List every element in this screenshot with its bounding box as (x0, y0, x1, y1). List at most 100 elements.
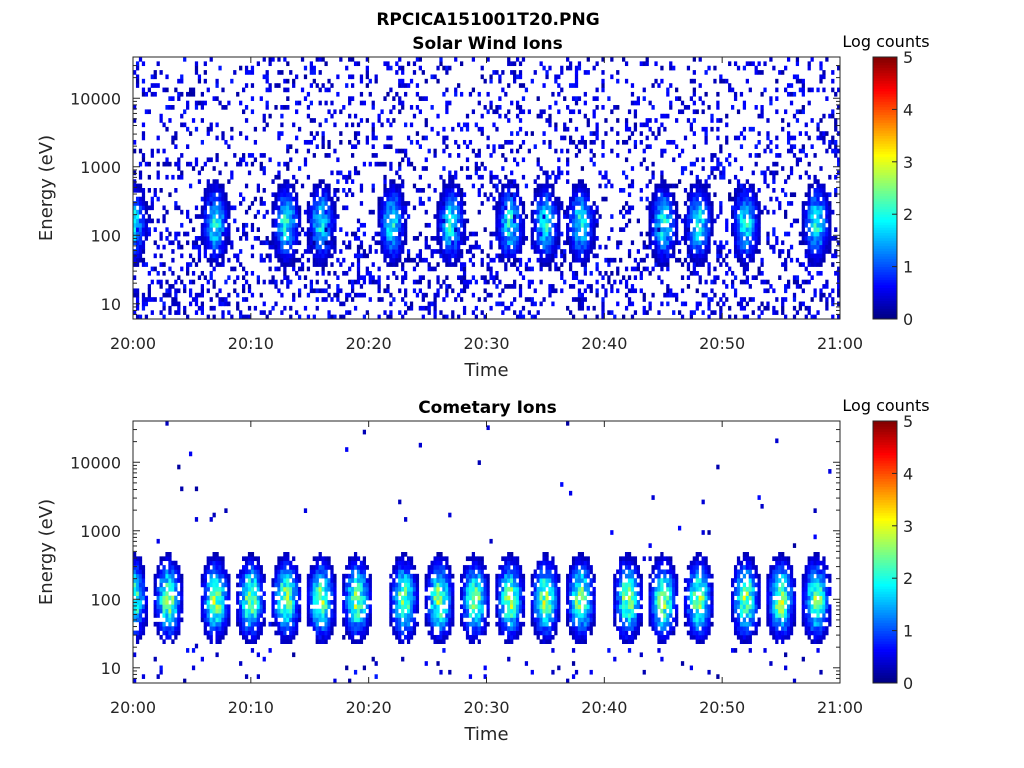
spectrogram-cell (186, 100, 190, 106)
spectrogram-cell (133, 222, 137, 228)
spectrogram-cell (822, 240, 826, 246)
spectrogram-cell (289, 196, 293, 202)
spectrogram-cell (330, 205, 334, 211)
spectrogram-cell (583, 70, 587, 75)
spectrogram-cell (141, 621, 146, 627)
spectrogram-cell (312, 257, 316, 263)
spectrogram-cell (639, 139, 643, 145)
spectrogram-cell (828, 139, 832, 145)
spectrogram-cell (430, 253, 434, 259)
spectrogram-cell (215, 240, 219, 246)
spectrogram-cell (300, 262, 305, 267)
spectrogram-cell (489, 240, 493, 246)
spectrogram-cell (359, 91, 364, 97)
spectrogram-cell (333, 292, 337, 298)
spectrogram-cell (624, 279, 629, 285)
spectrogram-cell (133, 257, 137, 263)
spectrogram-cell (174, 201, 178, 206)
spectrogram-cell (733, 222, 738, 228)
spectrogram-cell (595, 96, 599, 101)
spectrogram-cell (498, 105, 502, 110)
spectrogram-cell (244, 83, 249, 88)
spectrogram-cell (239, 621, 243, 627)
spectrogram-cell (763, 170, 767, 176)
spectrogram-cell (165, 626, 169, 631)
spectrogram-cell (539, 301, 543, 307)
spectrogram-cell (135, 244, 140, 250)
spectrogram-cell (309, 70, 313, 75)
spectrogram-cell (371, 122, 375, 128)
spectrogram-cell (153, 656, 157, 662)
spectrogram-cell (135, 231, 140, 237)
colorbar-swatch (873, 256, 897, 260)
spectrogram-cell (495, 227, 499, 232)
spectrogram-cell (433, 148, 437, 154)
spectrogram-cell (324, 209, 328, 215)
spectrogram-cell (191, 87, 196, 93)
spectrogram-cell (174, 560, 178, 566)
spectrogram-cell (215, 244, 219, 250)
spectrogram-cell (215, 556, 219, 562)
colorbar-swatch (873, 279, 897, 283)
spectrogram-cell (162, 262, 166, 267)
spectrogram-cell (371, 275, 375, 280)
spectrogram-cell (742, 126, 747, 132)
spectrogram-cell (277, 288, 281, 294)
spectrogram-cell (728, 314, 732, 320)
spectrogram-cell (356, 61, 361, 67)
spectrogram-cell (374, 231, 378, 237)
spectrogram-cell (583, 192, 587, 198)
spectrogram-cell (498, 96, 502, 101)
spectrogram-cell (462, 288, 467, 294)
spectrogram-cell (651, 266, 655, 272)
spectrogram-cell (527, 297, 531, 302)
spectrogram-cell (371, 126, 375, 132)
spectrogram-cell (772, 174, 776, 180)
spectrogram-cell (188, 131, 193, 136)
spectrogram-cell (174, 131, 178, 136)
spectrogram-cell (265, 253, 269, 259)
spectrogram-cell (669, 214, 673, 219)
spectrogram-cell (451, 201, 455, 206)
spectrogram-cell (757, 218, 761, 224)
spectrogram-cell (627, 135, 632, 141)
spectrogram-cell (215, 188, 219, 193)
spectrogram-cell (197, 170, 202, 176)
spectrogram-cell (542, 205, 546, 211)
spectrogram-cell (583, 209, 587, 215)
spectrogram-cell (792, 218, 797, 224)
spectrogram-cell (513, 205, 517, 211)
spectrogram-cell (212, 578, 216, 583)
spectrogram-cell (804, 170, 808, 176)
spectrogram-cell (345, 179, 349, 184)
spectrogram-cell (733, 288, 738, 294)
spectrogram-cell (748, 61, 752, 67)
spectrogram-cell (666, 231, 670, 237)
spectrogram-cell (295, 236, 299, 241)
spectrogram-cell (312, 192, 316, 198)
spectrogram-cell (442, 179, 446, 184)
spectrogram-cell (733, 61, 738, 67)
spectrogram-cell (804, 253, 808, 259)
spectrogram-cell (141, 188, 146, 193)
spectrogram-cell (286, 279, 290, 285)
spectrogram-cell (719, 205, 723, 211)
spectrogram-cell (654, 227, 658, 232)
spectrogram-cell (448, 170, 452, 176)
spectrogram-cell (686, 262, 691, 267)
spectrogram-cell (548, 253, 552, 259)
spectrogram-cell (239, 604, 243, 610)
spectrogram-cell (401, 297, 405, 302)
spectrogram-cell (566, 65, 570, 71)
spectrogram-cell (324, 214, 328, 219)
spectrogram-cell (321, 270, 325, 276)
spectrogram-cell (527, 279, 531, 285)
spectrogram-cell (501, 244, 505, 250)
spectrogram-cell (816, 218, 820, 224)
spectrogram-cell (792, 135, 797, 141)
spectrogram-cell (807, 201, 811, 206)
spectrogram-cell (327, 292, 331, 298)
spectrogram-cell (745, 275, 749, 280)
spectrogram-cell (312, 214, 316, 219)
spectrogram-cell (286, 78, 290, 84)
